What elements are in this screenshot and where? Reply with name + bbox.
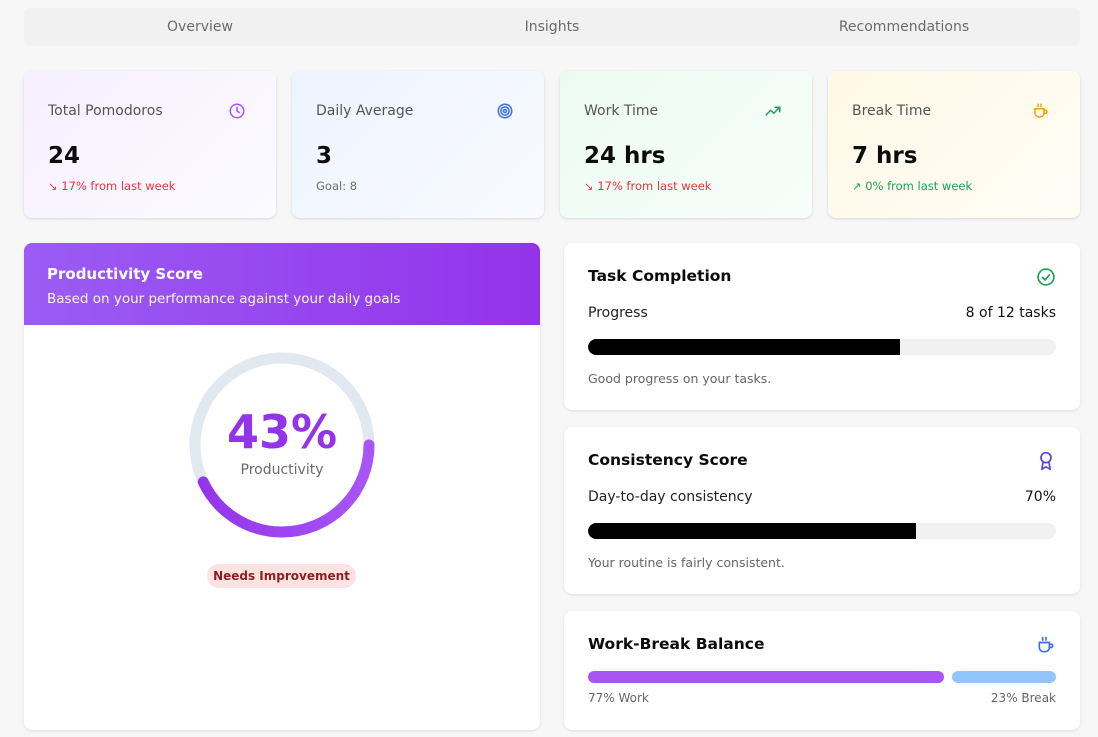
balance-bar: [588, 671, 1056, 683]
card-note: Your routine is fairly consistent.: [588, 555, 785, 570]
tab-recommendations[interactable]: Recommendations: [838, 19, 970, 35]
work-label: 77% Work: [588, 691, 649, 705]
consistency-track: [588, 523, 1056, 539]
productivity-title: Productivity Score: [47, 265, 203, 283]
card-note: Good progress on your tasks.: [588, 371, 772, 386]
progress-row: Progress 8 of 12 tasks: [588, 305, 1056, 321]
stat-change: ↘ 17% from last week: [584, 179, 712, 193]
stat-value: 7 hrs: [852, 143, 918, 169]
stat-card-daily-average: Daily Average 3 Goal: 8: [292, 71, 544, 218]
check-circle-icon: [1037, 268, 1055, 286]
award-icon: [1040, 451, 1052, 471]
progress-label: Progress: [588, 305, 648, 321]
stat-card-total-pomodoros: Total Pomodoros 24 ↘ 17% from last week: [24, 71, 276, 218]
productivity-value: 43%: [226, 405, 338, 459]
tab-overview[interactable]: Overview: [167, 19, 233, 35]
trend-up-icon: ↗: [852, 180, 862, 193]
trending-up-icon: [765, 106, 781, 116]
stat-label: Break Time: [852, 103, 932, 119]
trend-down-icon: ↘: [48, 180, 58, 193]
productivity-label: Productivity: [240, 462, 324, 478]
stat-value: 24 hrs: [584, 143, 666, 169]
balance-labels: 77% Work 23% Break: [588, 691, 1056, 705]
work-break-balance-card: Work-Break Balance 77% Work 23% Break: [564, 611, 1080, 730]
stat-goal: Goal: 8: [316, 179, 358, 193]
progress-fill: [588, 339, 900, 355]
stat-card-work-time: Work Time 24 hrs ↘ 17% from last week: [560, 71, 812, 218]
consistency-fill: [588, 523, 916, 539]
status-badge: Needs Improvement: [207, 564, 356, 588]
productivity-score-card: Productivity Score Based on your perform…: [24, 243, 540, 730]
task-completion-card: Task Completion Progress 8 of 12 tasks G…: [564, 243, 1080, 410]
stat-value: 24: [48, 143, 81, 169]
stat-card-break-time: Break Time 7 hrs ↗ 0% from last week: [828, 71, 1080, 218]
card-title: Consistency Score: [588, 451, 748, 469]
consistency-row: Day-to-day consistency 70%: [588, 489, 1056, 505]
gauge-progress-arc: [189, 352, 375, 538]
work-segment: [588, 671, 945, 683]
stat-label: Work Time: [584, 103, 659, 119]
clock-icon: [229, 103, 245, 119]
stat-change: ↘ 17% from last week: [48, 179, 176, 193]
coffee-icon: [1034, 103, 1048, 118]
progress-value: 8 of 12 tasks: [965, 305, 1056, 321]
tab-insights[interactable]: Insights: [524, 19, 580, 35]
card-title: Task Completion: [588, 267, 732, 285]
consistency-value: 70%: [1024, 489, 1056, 505]
break-label: 23% Break: [990, 691, 1056, 705]
consistency-label: Day-to-day consistency: [588, 489, 753, 505]
stat-value: 3: [316, 143, 333, 169]
stat-change: ↗ 0% from last week: [852, 179, 973, 193]
consistency-score-card: Consistency Score Day-to-day consistency…: [564, 427, 1080, 594]
productivity-header: Productivity Score Based on your perform…: [24, 243, 540, 325]
productivity-description: Based on your performance against your d…: [47, 291, 401, 307]
target-icon: [497, 103, 513, 119]
trend-down-icon: ↘: [584, 180, 594, 193]
break-segment: [952, 671, 1056, 683]
coffee-icon: [1038, 636, 1054, 653]
progress-track: [588, 339, 1056, 355]
productivity-gauge: [189, 352, 375, 538]
stat-label: Total Pomodoros: [48, 103, 163, 119]
tab-bar: Overview Insights Recommendations: [24, 8, 1080, 46]
stat-label: Daily Average: [316, 103, 414, 119]
card-title: Work-Break Balance: [588, 635, 765, 653]
